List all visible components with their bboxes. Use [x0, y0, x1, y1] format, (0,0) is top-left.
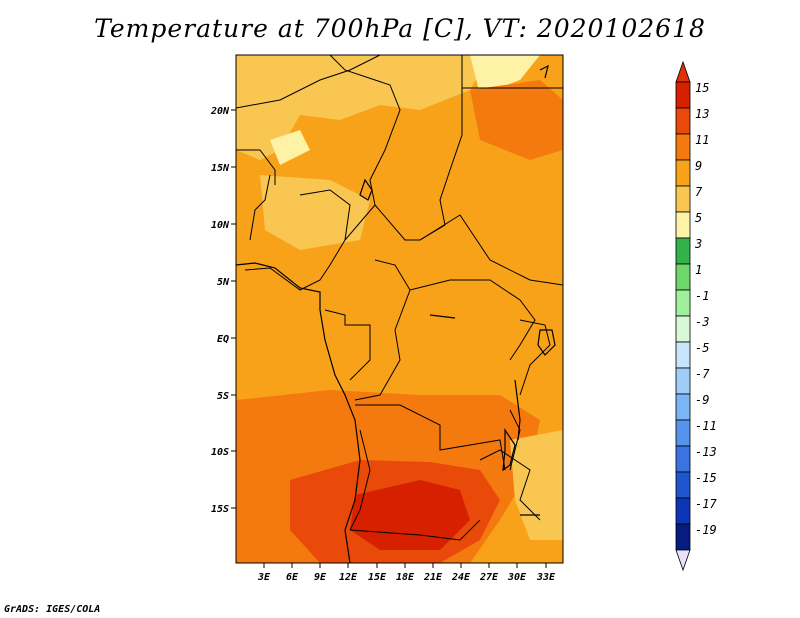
lon-label: 24E — [451, 572, 471, 583]
lon-label: 33E — [536, 572, 556, 583]
colorbar-under-triangle — [675, 549, 691, 572]
lat-axis: 20N 15N 10N 5N EQ 5S 10S 15S — [210, 106, 236, 515]
colorbar-label: 9 — [695, 159, 702, 173]
country-borders — [235, 54, 564, 541]
colorbar-label: 3 — [694, 237, 702, 251]
colorbar-label: 1 — [695, 263, 702, 277]
grads-credit: GrADS: IGES/COLA — [4, 604, 101, 615]
colorbar-box — [675, 471, 691, 499]
lon-label: 3E — [257, 572, 271, 583]
colorbar-over-triangle — [675, 60, 691, 83]
lat-label: EQ — [217, 334, 229, 345]
lon-label: 18E — [396, 572, 415, 583]
colorbar-label: 13 — [695, 107, 709, 121]
colorbar-box — [675, 445, 691, 473]
lat-label: 15N — [211, 163, 230, 174]
colorbar-box — [675, 341, 691, 369]
chart-title: Temperature at 700hPa [C], VT: 202010261… — [94, 14, 706, 43]
coastline — [235, 64, 556, 564]
colorbar-label: -5 — [695, 341, 709, 355]
lat-label: 5N — [217, 277, 230, 288]
colorbar-box — [675, 315, 691, 343]
colorbar-box — [675, 107, 691, 135]
lon-label: 9E — [314, 572, 327, 583]
colorbar-label: 15 — [695, 81, 709, 95]
lon-label: 21E — [423, 572, 443, 583]
lon-label: 12E — [339, 572, 358, 583]
colorbar-box — [675, 263, 691, 291]
temperature-field — [236, 55, 563, 563]
cool-patch-southeast — [510, 430, 563, 540]
colorbar-box — [675, 211, 691, 239]
cool-patch-sahel — [260, 175, 370, 250]
colorbar-boxes — [675, 60, 691, 572]
colorbar-label: -11 — [695, 419, 717, 433]
colorbar-label: -13 — [695, 445, 717, 459]
lon-label: 30E — [507, 572, 527, 583]
lat-label: 20N — [210, 106, 230, 117]
colorbar-box — [675, 289, 691, 317]
colorbar-label: -9 — [695, 393, 709, 407]
colorbar-labels: 15 13 11 9 7 5 3 1 -1 -3 -5 -7 -9 -11 -1… — [694, 81, 717, 537]
lat-label: 10S — [211, 447, 229, 458]
colorbar-box — [675, 81, 691, 109]
colorbar-box — [675, 237, 691, 265]
colorbar-box — [675, 497, 691, 525]
colorbar-label: -15 — [695, 471, 717, 485]
colorbar-label: 11 — [695, 133, 709, 147]
lat-label: 15S — [211, 504, 229, 515]
colorbar-box — [675, 133, 691, 161]
colorbar-box — [675, 523, 691, 551]
light-patch-ne — [470, 55, 540, 95]
colorbar-label: -1 — [695, 289, 709, 303]
colorbar-label: -17 — [695, 497, 717, 511]
colorbar-box — [675, 419, 691, 447]
colorbar-box — [675, 185, 691, 213]
lon-label: 15E — [368, 572, 387, 583]
map-frame — [235, 54, 564, 564]
colorbar-label: 5 — [695, 211, 702, 225]
lat-label: 10N — [211, 220, 230, 231]
colorbar-label: -19 — [695, 523, 717, 537]
light-patch-north — [270, 130, 310, 165]
lon-label: 6E — [286, 572, 299, 583]
lon-label: 27E — [479, 572, 499, 583]
colorbar-box — [675, 159, 691, 187]
colorbar-box — [675, 367, 691, 395]
colorbar-label: 7 — [695, 185, 703, 199]
cool-patch-sahara — [236, 55, 490, 160]
warm-patch-congo — [430, 330, 510, 380]
colorbar-label: -3 — [695, 315, 709, 329]
warm-patch-east — [470, 80, 563, 160]
colorbar-label: -7 — [695, 367, 710, 381]
lat-label: 5S — [217, 391, 229, 402]
colorbar-box — [675, 393, 691, 421]
lon-axis: 3E 6E 9E 12E 15E 18E 21E 24E 27E 30E 33E — [257, 563, 556, 583]
